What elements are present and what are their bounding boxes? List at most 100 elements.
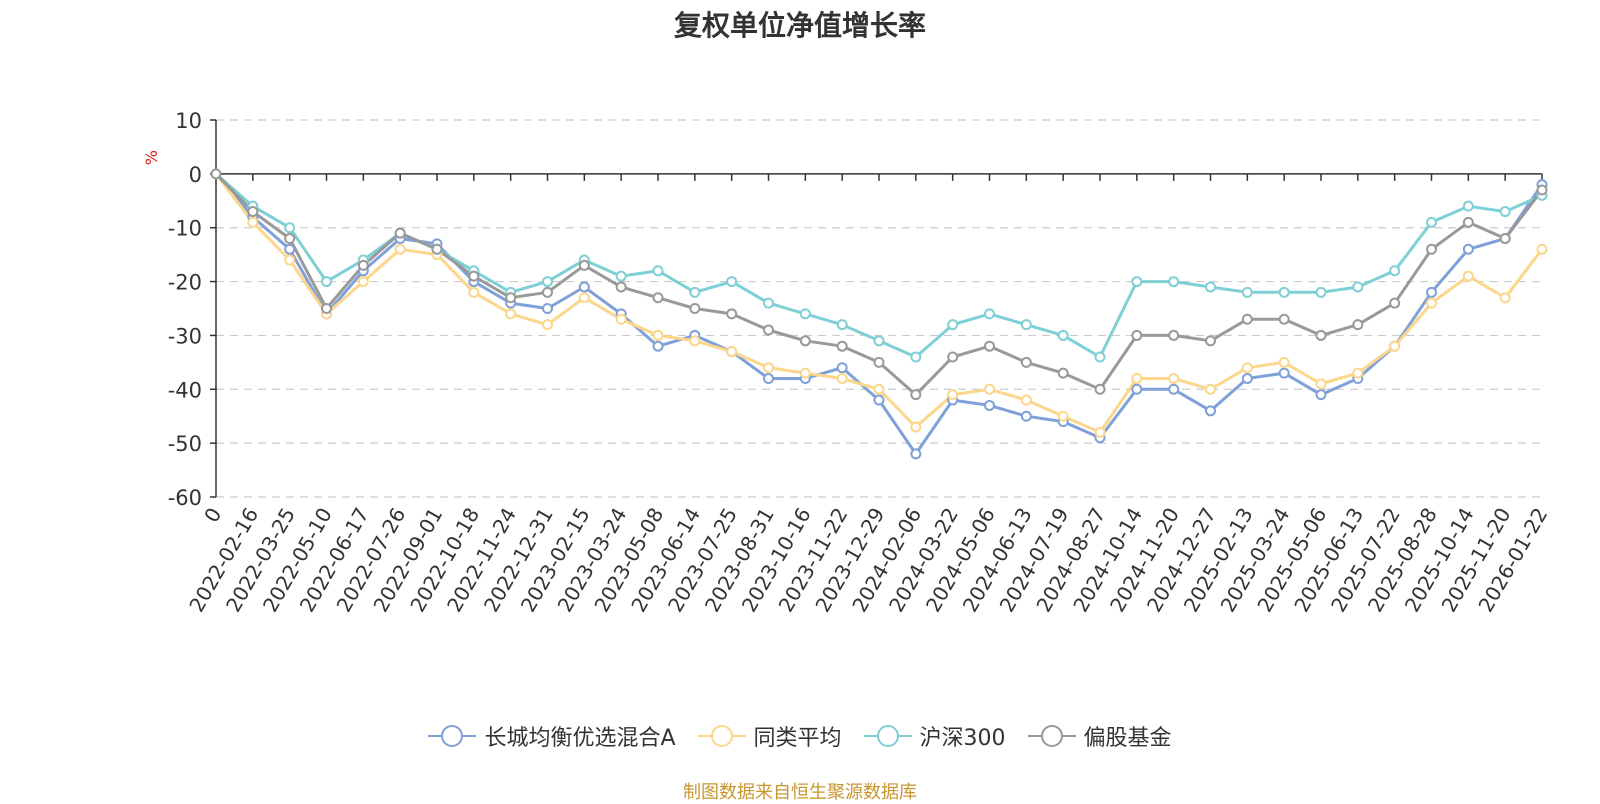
series-point-1 <box>726 346 738 358</box>
y-axis: 10 0 -10 -20 -30 -40 -50 -60% <box>142 109 217 510</box>
series-point-3 <box>873 356 885 368</box>
series-point-0 <box>578 281 590 293</box>
legend: 长城均衡优选混合A 同类平均 沪深300 偏股基金 <box>0 720 1600 752</box>
series-point-2 <box>542 276 553 288</box>
series-point-1 <box>652 329 664 341</box>
series-point-2 <box>910 351 922 363</box>
series-point-3 <box>910 389 922 401</box>
series-point-1 <box>1499 292 1511 304</box>
series-point-3 <box>1278 313 1290 325</box>
legend-swatch <box>697 723 746 749</box>
series-point-0 <box>1168 383 1180 395</box>
series-point-1 <box>357 276 369 288</box>
series-point-3 <box>1094 383 1106 395</box>
series-point-2 <box>1094 351 1106 363</box>
series-point-2 <box>799 308 811 320</box>
series-point-1 <box>1241 362 1253 374</box>
series-point-0 <box>1462 243 1474 255</box>
series-point-1 <box>468 286 480 298</box>
series-point-1 <box>689 335 701 347</box>
legend-item-0[interactable]: 长城均衡优选混合A <box>428 720 676 752</box>
series-point-2 <box>1462 200 1474 212</box>
legend-swatch <box>1027 723 1076 749</box>
series-point-2 <box>1241 286 1253 298</box>
series-point-1 <box>1426 297 1437 309</box>
series-point-1 <box>1462 270 1474 282</box>
series-point-2 <box>873 335 885 347</box>
series-point-0 <box>873 394 885 406</box>
series-point-3 <box>505 292 517 304</box>
series-point-0 <box>652 340 664 352</box>
series-point-1 <box>1057 410 1069 422</box>
series-point-3 <box>947 351 959 363</box>
data-source-note: 制图数据来自恒生聚源数据库 <box>683 782 917 803</box>
series-point-1 <box>1168 373 1180 385</box>
series-point-1 <box>836 373 848 385</box>
series-point-3 <box>284 232 296 244</box>
legend-label: 同类平均 <box>753 726 842 751</box>
series-point-3 <box>1389 297 1401 309</box>
y-tick-label: -10 <box>168 217 202 241</box>
legend-item-2[interactable]: 沪深300 <box>863 720 1006 752</box>
series-point-0 <box>1426 286 1437 298</box>
series-point-0 <box>1278 367 1290 379</box>
series-point-0 <box>1315 389 1327 401</box>
series-point-1 <box>873 383 885 395</box>
series-point-3 <box>984 340 995 352</box>
series-point-3 <box>1536 184 1548 196</box>
legend-label: 沪深300 <box>919 726 1006 751</box>
series-point-0 <box>1020 410 1032 422</box>
series-point-2 <box>1020 319 1032 331</box>
series-point-3 <box>1020 356 1032 368</box>
series-point-2 <box>1278 286 1290 298</box>
series-point-2 <box>652 265 664 277</box>
series-point-1 <box>1205 383 1216 395</box>
series-point-2 <box>1205 281 1216 293</box>
series-point-0 <box>1131 383 1143 395</box>
series-point-2 <box>615 270 627 282</box>
legend-label: 长城均衡优选混合A <box>484 726 676 751</box>
series-point-0 <box>910 448 922 460</box>
y-tick-label: -30 <box>168 324 202 348</box>
series-point-2 <box>1389 265 1401 277</box>
series-point-2 <box>1131 276 1143 288</box>
series-point-0 <box>1205 405 1216 417</box>
series-point-1 <box>1131 373 1143 385</box>
series-point-1 <box>505 308 517 320</box>
y-tick-label: -20 <box>168 271 202 295</box>
series-point-3 <box>1426 243 1437 255</box>
y-tick-label: -60 <box>168 486 202 510</box>
series-point-0 <box>984 399 995 411</box>
series-point-1 <box>1094 426 1106 438</box>
series-point-3 <box>394 227 406 239</box>
series-point-1 <box>1278 356 1290 368</box>
series-point-1 <box>947 389 959 401</box>
series-point-3 <box>1241 313 1253 325</box>
plot-area <box>210 168 1548 460</box>
series-point-3 <box>1462 216 1474 228</box>
series-point-2 <box>726 276 738 288</box>
series-point-2 <box>1352 281 1364 293</box>
series-point-3 <box>1205 335 1216 347</box>
x-tick-label: 0 <box>199 504 226 527</box>
series-point-3 <box>247 206 259 218</box>
legend-swatch <box>863 723 912 749</box>
y-tick-label: 10 <box>175 109 202 133</box>
series-point-3 <box>799 335 811 347</box>
series-point-1 <box>1536 243 1548 255</box>
series-point-3 <box>321 303 332 314</box>
series-point-0 <box>763 373 774 385</box>
series-point-1 <box>1352 367 1364 379</box>
legend-item-1[interactable]: 同类平均 <box>697 720 842 752</box>
series-point-1 <box>984 383 995 395</box>
series-point-3 <box>1499 232 1511 244</box>
legend-item-3[interactable]: 偏股基金 <box>1027 720 1172 752</box>
series-point-3 <box>836 340 848 352</box>
series-point-2 <box>321 276 332 288</box>
series-point-3 <box>357 259 369 271</box>
series-point-0 <box>1241 373 1253 385</box>
series-point-3 <box>431 243 443 255</box>
series-point-3 <box>763 324 774 336</box>
y-tick-label: 0 <box>189 163 202 187</box>
series-point-2 <box>1168 276 1180 288</box>
